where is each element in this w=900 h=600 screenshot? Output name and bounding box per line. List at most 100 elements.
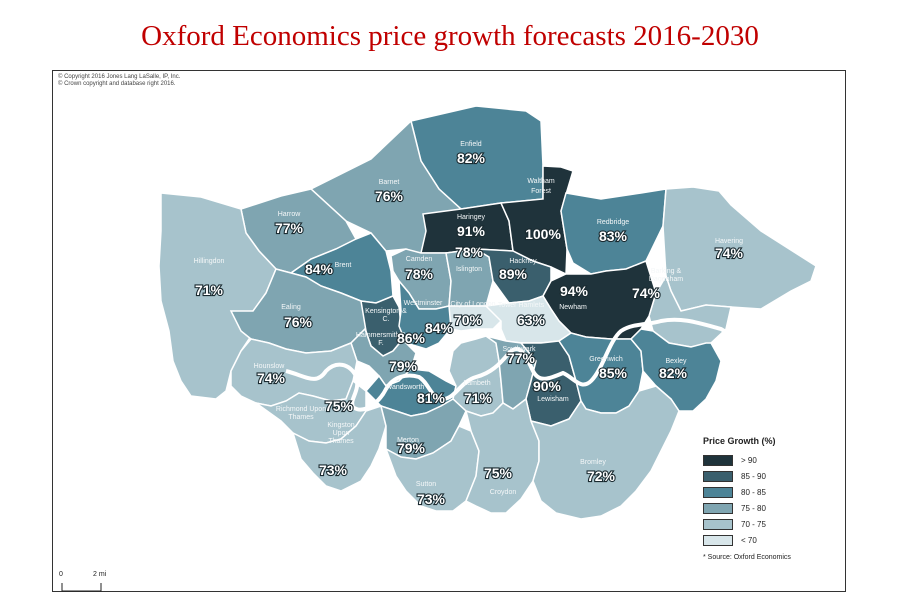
legend-swatch — [703, 486, 733, 498]
borough-value-tower-hamlets: 63% — [517, 312, 546, 328]
borough-name-redbridge: Redbridge — [597, 219, 629, 226]
legend-label: < 70 — [741, 535, 757, 545]
borough-bromley — [529, 385, 680, 520]
borough-name-richmond-upon-thames: Thames — [288, 414, 314, 421]
borough-name-camden: Camden — [406, 256, 433, 263]
borough-value-bromley: 72% — [587, 468, 616, 484]
borough-name-havering: Havering — [715, 238, 743, 245]
borough-value-brent: 84% — [305, 261, 334, 277]
borough-name-westminster: Westminster — [404, 300, 443, 307]
river-thames — [285, 317, 750, 412]
legend-item: 70 - 75 — [703, 516, 843, 532]
legend-swatch — [703, 534, 733, 546]
legend-label: 80 - 85 — [741, 487, 766, 497]
borough-value-richmond-upon-thames: 75% — [325, 398, 354, 414]
borough-name-sutton: Sutton — [416, 481, 436, 488]
borough-value-islington: 78% — [455, 244, 484, 260]
borough-value-harrow: 77% — [275, 220, 304, 236]
borough-value-waltham-forest: 100% — [525, 226, 561, 242]
legend-item: > 90 — [703, 452, 843, 468]
borough-name-hammersmith-and-f: Hammersmith & — [356, 332, 407, 339]
legend-item: 80 - 85 — [703, 484, 843, 500]
map-title: Oxford Economics price growth forecasts … — [141, 20, 759, 52]
legend-item: 85 - 90 — [703, 468, 843, 484]
borough-name-brent: Brent — [335, 262, 352, 269]
borough-value-lambeth: 71% — [464, 390, 493, 406]
scale-bar: 0 2 mi — [57, 571, 117, 592]
scale-distance-label: 2 mi — [93, 571, 107, 578]
borough-name-tower-hamlets: Tower Hamlets — [498, 302, 545, 309]
borough-name-lewisham: Lewisham — [537, 396, 569, 403]
borough-name-harrow: Harrow — [278, 211, 302, 218]
borough-value-sutton: 73% — [417, 491, 446, 507]
borough-shapes — [158, 105, 817, 520]
borough-name-merton: Merton — [397, 437, 419, 444]
borough-name-city-of-london: City of London — [450, 301, 495, 308]
borough-name-lambeth: Lambeth — [463, 380, 490, 387]
source-note: * Source: Oxford Economics — [703, 554, 791, 561]
borough-name-islington: Islington — [456, 266, 482, 273]
borough-value-croydon: 75% — [484, 465, 513, 481]
london-borough-map: Enfield Barnet Haringey Waltham Forest Redbri… — [158, 105, 817, 520]
borough-value-labels: 82% 76% 91% 100% 83% 74% 77% 71% 84% 78% 78% 89% 74%… — [194, 149, 745, 508]
borough-name-greenwich: Greenwich — [589, 356, 623, 363]
borough-value-haringey: 91% — [457, 223, 486, 239]
borough-value-lewisham: 90% — [533, 378, 562, 394]
borough-name-barking-and-dagenham: Dagenham — [649, 276, 683, 283]
borough-name-croydon: Croydon — [490, 489, 517, 496]
borough-name-barking-and-dagenham: Barking & — [651, 268, 682, 275]
borough-value-havering: 74% — [715, 245, 744, 261]
scale-bar-line — [61, 583, 102, 592]
borough-value-westminster: 84% — [425, 320, 454, 336]
copyright-line-1: © Copyright 2016 Jones Lang LaSalle, IP,… — [58, 74, 181, 80]
borough-name-newham: Newham — [559, 304, 587, 311]
borough-city-of-london — [448, 305, 502, 332]
borough-name-kingston-upon-thames: Thames — [328, 438, 354, 445]
borough-name-bromley: Bromley — [580, 459, 606, 466]
borough-name-hammersmith-and-f: F. — [378, 340, 384, 347]
copyright-line-2: © Crown copyright and database right 201… — [58, 81, 176, 87]
borough-value-city-of-london: 70% — [454, 312, 483, 328]
borough-value-hackney: 89% — [499, 266, 528, 282]
legend-item: < 70 — [703, 532, 843, 548]
borough-value-enfield: 82% — [457, 150, 486, 166]
borough-name-kingston-upon-thames: Upon — [333, 430, 350, 437]
borough-name-wandsworth: Wandsworth — [386, 384, 425, 391]
borough-name-waltham-forest: Forest — [531, 188, 551, 195]
legend-label: > 90 — [741, 455, 757, 465]
borough-value-hammersmith-and-f: 79% — [389, 358, 418, 374]
borough-name-hackney: Hackney — [509, 258, 537, 265]
borough-value-redbridge: 83% — [599, 228, 628, 244]
borough-value-camden: 78% — [405, 266, 434, 282]
scale-zero-label: 0 — [59, 571, 63, 578]
borough-value-kingston-upon-thames: 73% — [319, 462, 348, 478]
legend-item: 75 - 80 — [703, 500, 843, 516]
borough-value-wandsworth: 81% — [417, 390, 446, 406]
borough-name-haringey: Haringey — [457, 214, 486, 221]
borough-name-waltham-forest: Waltham — [527, 178, 555, 185]
legend-label: 85 - 90 — [741, 471, 766, 481]
borough-value-hillingdon: 71% — [195, 282, 224, 298]
borough-kingston-upon-thames — [291, 405, 387, 492]
borough-value-southwark: 77% — [507, 350, 536, 366]
legend-swatch — [703, 470, 733, 482]
borough-value-barking-and-dagenham: 74% — [632, 285, 661, 301]
legend-title: Price Growth (%) — [703, 436, 776, 446]
legend-label: 75 - 80 — [741, 503, 766, 513]
legend-swatch — [703, 454, 733, 466]
borough-value-ealing: 76% — [284, 314, 313, 330]
borough-name-ealing: Ealing — [281, 304, 301, 311]
legend-swatch — [703, 502, 733, 514]
borough-value-bexley: 82% — [659, 365, 688, 381]
borough-name-kingston-upon-thames: Kingston — [327, 422, 354, 429]
borough-name-hillingdon: Hillingdon — [194, 258, 225, 265]
borough-name-enfield: Enfield — [460, 141, 482, 148]
borough-value-barnet: 76% — [375, 188, 404, 204]
borough-value-hounslow: 74% — [257, 370, 286, 386]
borough-name-labels: Enfield Barnet Haringey Waltham Forest Redbri… — [194, 141, 743, 496]
legend-swatch — [703, 518, 733, 530]
borough-value-newham: 94% — [560, 283, 589, 299]
map-frame: © Copyright 2016 Jones Lang LaSalle, IP,… — [52, 70, 846, 592]
legend-label: 70 - 75 — [741, 519, 766, 529]
borough-name-richmond-upon-thames: Richmond Upon — [276, 406, 326, 413]
